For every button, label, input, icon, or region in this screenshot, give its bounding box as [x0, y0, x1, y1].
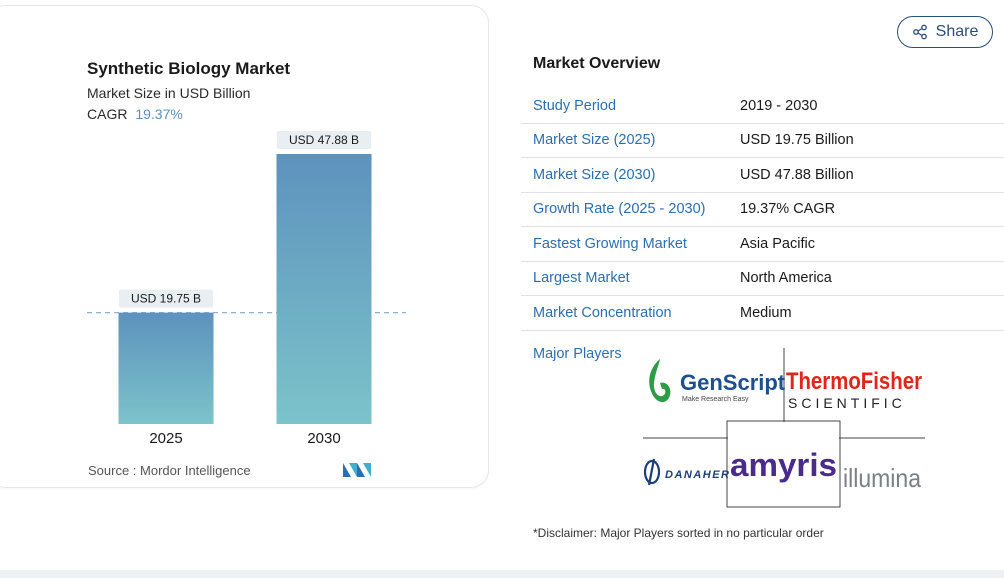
major-players-label[interactable]: Major Players [533, 346, 622, 362]
overview-row-value: 19.37% CAGR [740, 201, 836, 218]
overview-row-label[interactable]: Fastest Growing Market [533, 235, 687, 252]
overview-row: Market Concentration Medium [521, 296, 1004, 331]
illumina-logo-icon: illumina [843, 463, 921, 493]
logo-thermofisher-text: ThermoFisher [786, 368, 922, 395]
genscript-logo-icon: GenScript Make Research Easy [649, 359, 786, 403]
disclaimer: *Disclaimer: Major Players sorted in no … [533, 526, 824, 540]
overview-row-value: Medium [740, 304, 792, 321]
overview-row: Study Period 2019 - 2030 [521, 89, 1004, 124]
logo-danaher-text: DANAHER [665, 469, 731, 481]
overview-row-label[interactable]: Growth Rate (2025 - 2030) [533, 201, 706, 218]
overview-row: Growth Rate (2025 - 2030) 19.37% CAGR [521, 193, 1004, 227]
share-button[interactable]: Share [897, 16, 993, 48]
source-line: Source : Mordor Intelligence [88, 463, 251, 478]
chart-subtitle: Market Size in USD Billion [87, 85, 251, 101]
overview-row-label[interactable]: Study Period [533, 97, 617, 114]
thermofisher-logo-icon: ThermoFisher SCIENTIFIC [786, 368, 922, 411]
logo-amyris-text: amyris [730, 447, 837, 483]
overview-row-value: USD 19.75 Billion [740, 132, 854, 149]
data-label: USD 19.75 B [131, 292, 201, 306]
overview-row: Fastest Growing Market Asia Pacific [521, 227, 1004, 262]
major-players-logos: GenScript Make Research Easy ThermoFishe… [643, 348, 925, 508]
share-icon [912, 24, 927, 40]
overview-table: Study Period 2019 - 2030 Market Size (20… [521, 89, 1004, 331]
bottom-bar [0, 570, 1004, 578]
overview-row-label[interactable]: Market Concentration [533, 304, 672, 321]
mordor-intelligence-logo-icon [343, 463, 371, 477]
overview-row-value: North America [740, 270, 832, 287]
data-label-bg [277, 131, 371, 149]
logo-genscript-text: GenScript [680, 370, 786, 395]
source-label: Source : [88, 463, 137, 478]
logo-illumina-text: illumina [843, 463, 921, 493]
share-label: Share [935, 23, 979, 40]
overview-row: Market Size (2030) USD 47.88 Billion [521, 158, 1004, 193]
overview-row-label[interactable]: Market Size (2025) [533, 132, 656, 149]
x-tick-label: 2025 [149, 430, 182, 447]
data-label: USD 47.88 B [289, 133, 359, 147]
overview-row-value: Asia Pacific [740, 235, 815, 252]
data-label-bg [119, 289, 213, 308]
bar-chart: USD 19.75 B 2025 USD 47.88 B 2030 [87, 131, 406, 447]
source-value: Mordor Intelligence [140, 463, 251, 478]
logo-genscript-tagline: Make Research Easy [682, 396, 749, 403]
bar-2025 [118, 312, 214, 424]
chart-title: Synthetic Biology Market [87, 59, 291, 78]
overview-row-value: USD 47.88 Billion [740, 166, 854, 183]
overview-title: Market Overview [533, 55, 661, 72]
overview-row-label[interactable]: Market Size (2030) [533, 166, 656, 183]
bar-2030 [276, 154, 372, 424]
overview-row-value: 2019 - 2030 [740, 97, 818, 114]
overview-row: Largest Market North America [521, 262, 1004, 296]
overview-row-label[interactable]: Largest Market [533, 270, 630, 287]
chart-card [0, 5, 489, 488]
amyris-logo-icon: amyris [730, 447, 837, 483]
cagr-value: 19.37% [135, 106, 183, 122]
cagr-label: CAGR [87, 106, 128, 122]
x-tick-label: 2030 [307, 430, 340, 447]
logo-thermofisher-sub: SCIENTIFIC [788, 395, 906, 411]
chart-cagr: CAGR 19.37% [87, 106, 183, 122]
danaher-logo-icon: DANAHER [643, 458, 731, 486]
overview-row: Market Size (2025) USD 19.75 Billion [521, 124, 1004, 158]
